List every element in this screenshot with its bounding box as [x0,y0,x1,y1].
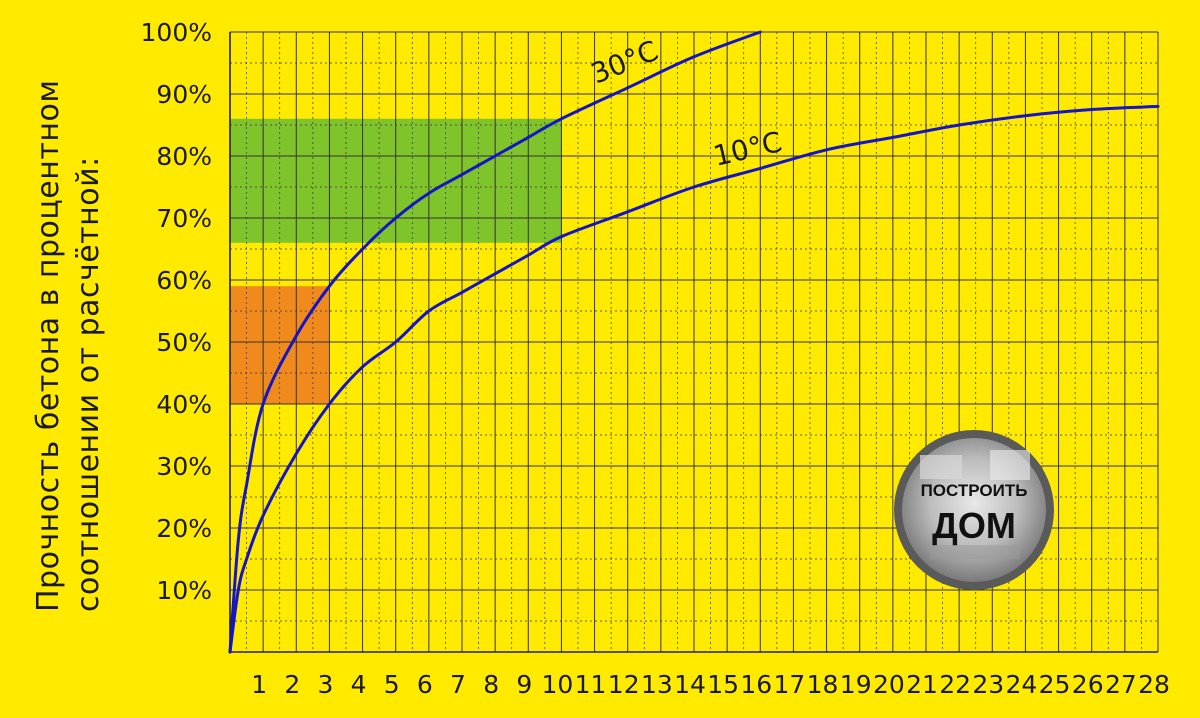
y-tick-label: 10% [156,576,212,605]
x-tick-label: 10 [542,670,574,699]
x-tick-label: 15 [707,670,739,699]
y-tick-label: 20% [156,514,212,543]
x-tick-label: 14 [674,670,706,699]
x-tick-label: 18 [807,670,839,699]
y-tick-labels: 10% 20% 30% 40% 50% 60% 70% 80% 90% 100% [141,18,212,605]
x-tick-label: 17 [774,670,806,699]
x-tick-label: 28 [1138,670,1170,699]
x-tick-label: 19 [840,670,872,699]
logo-badge: ПОСТРОИТЬ ДОМ [894,430,1054,590]
x-tick-label: 12 [608,670,640,699]
curves [228,30,1160,654]
x-tick-label: 16 [740,670,772,699]
x-tick-label: 22 [939,670,971,699]
x-tick-label: 13 [641,670,673,699]
x-tick-label: 7 [450,670,466,699]
x-tick-label: 5 [384,670,400,699]
badge-line-2: ДОМ [932,505,1016,546]
badge-window-detail [920,455,962,479]
x-tick-label: 4 [351,670,367,699]
badge-window-detail [930,545,1020,559]
y-axis-label-line-1: Прочность бетона в процентном [31,80,66,612]
x-tick-label: 8 [483,670,499,699]
x-tick-label: 26 [1072,670,1104,699]
y-tick-label: 50% [156,328,212,357]
series-line-1 [228,30,762,654]
x-tick-label: 6 [417,670,433,699]
y-tick-label: 100% [141,18,212,47]
axes [229,32,1158,653]
x-tick-labels: 1 2 3 4 5 6 7 8 9 10 11 12 13 14 15 16 17 18 19 20 21 22 23 24 2… [251,670,1170,699]
y-tick-label: 60% [156,266,212,295]
x-tick-label: 2 [284,670,300,699]
x-tick-label: 11 [575,670,607,699]
x-tick-label: 3 [317,670,333,699]
y-tick-label: 40% [156,390,212,419]
x-tick-label: 9 [516,670,532,699]
x-tick-label: 23 [972,670,1004,699]
y-tick-label: 30% [156,452,212,481]
x-tick-label: 24 [1006,670,1038,699]
series-line-2 [228,104,1160,654]
y-tick-label: 70% [156,204,212,233]
highlight-region-2 [230,286,330,404]
y-tick-label: 80% [156,142,212,171]
y-axis-label: Прочность бетона в процентном соотношени… [31,80,106,612]
y-axis-label-line-2: соотношении от расчётной: [71,156,106,612]
x-tick-label: 1 [251,670,267,699]
x-tick-label: 25 [1039,670,1071,699]
curve-label-30: 30°C [586,34,663,91]
y-tick-label: 90% [156,80,212,109]
x-tick-label: 27 [1105,670,1137,699]
badge-window-detail [990,450,1030,480]
badge-line-1: ПОСТРОИТЬ [921,481,1028,500]
x-tick-label: 20 [873,670,905,699]
x-tick-label: 21 [906,670,938,699]
grid [230,31,1159,652]
